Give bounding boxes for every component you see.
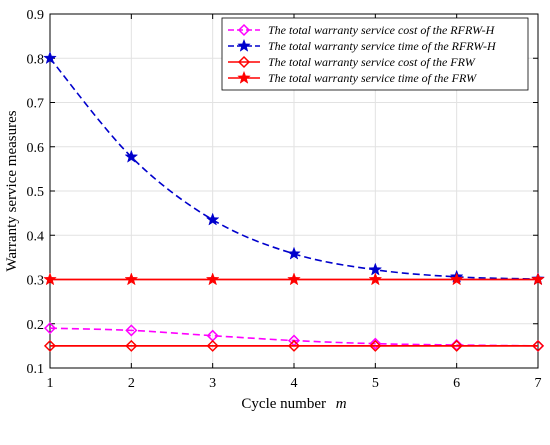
y-tick-label: 0.8 — [27, 52, 45, 67]
y-tick-label: 0.5 — [27, 185, 45, 200]
data-point — [124, 272, 139, 286]
series-group — [43, 51, 545, 352]
data-point — [531, 339, 545, 352]
legend-label: The total warranty service time of the F… — [268, 71, 477, 85]
legend-item: The total warranty service time of the R… — [228, 38, 497, 53]
data-point — [125, 324, 138, 337]
series-line — [49, 57, 539, 280]
axis-ticks: 1 2 3 4 5 6 7 0.1 0.2 0.3 0.4 0.5 0.6 0.7 0.8 0.9 — [27, 8, 542, 391]
legend-label: The total warranty service cost of the F… — [268, 55, 476, 69]
legend-item: The total warranty service time of the F… — [228, 70, 477, 85]
legend-swatch-marker — [237, 55, 251, 69]
y-tick-label: 0.7 — [27, 97, 45, 112]
data-point — [206, 339, 219, 352]
x-tick-label: 3 — [209, 376, 216, 391]
series-4 — [43, 272, 545, 286]
data-point — [43, 272, 57, 286]
legend-swatch-marker — [237, 70, 251, 84]
series-3 — [43, 339, 545, 352]
x-tick-label: 7 — [535, 376, 542, 391]
data-point — [124, 149, 139, 163]
x-tick-label: 2 — [128, 376, 135, 391]
data-point — [43, 51, 57, 65]
legend-swatch-marker — [237, 38, 251, 52]
y-tick-label: 0.6 — [27, 141, 45, 156]
data-point — [449, 272, 464, 286]
data-point — [369, 339, 382, 352]
x-tick-label: 1 — [47, 376, 54, 391]
data-point — [531, 272, 545, 286]
x-axis-label-text: Cycle number — [241, 396, 326, 412]
x-tick-label: 4 — [291, 376, 298, 391]
legend: The total warranty service cost of the R… — [221, 17, 529, 91]
legend-label: The total warranty service time of the R… — [268, 39, 497, 53]
x-axis-label: Cycle number m — [241, 396, 346, 412]
data-point — [43, 322, 57, 335]
legend-label: The total warranty service cost of the R… — [268, 23, 496, 37]
data-point — [205, 212, 220, 226]
x-axis-label-variable: m — [336, 396, 347, 412]
y-axis-label: Warranty service measures — [4, 110, 20, 271]
data-point — [125, 339, 138, 352]
data-point — [450, 339, 463, 352]
data-point — [287, 272, 301, 286]
legend-item: The total warranty service cost of the F… — [228, 55, 476, 69]
data-point — [287, 246, 301, 260]
legend-box — [221, 17, 529, 91]
x-tick-label: 5 — [372, 376, 379, 391]
y-tick-label: 0.1 — [27, 362, 45, 377]
data-point — [369, 337, 382, 350]
y-tick-label: 0.3 — [27, 274, 45, 289]
x-tick-label: 6 — [453, 376, 460, 391]
y-tick-label: 0.4 — [27, 229, 45, 244]
y-tick-label: 0.2 — [27, 318, 45, 333]
y-tick-label: 0.9 — [27, 8, 45, 23]
data-point — [205, 272, 220, 286]
legend-item: The total warranty service cost of the R… — [228, 23, 496, 37]
legend-swatch-marker — [237, 23, 251, 37]
data-point — [368, 272, 383, 286]
data-point — [287, 339, 301, 352]
data-point — [43, 339, 57, 352]
